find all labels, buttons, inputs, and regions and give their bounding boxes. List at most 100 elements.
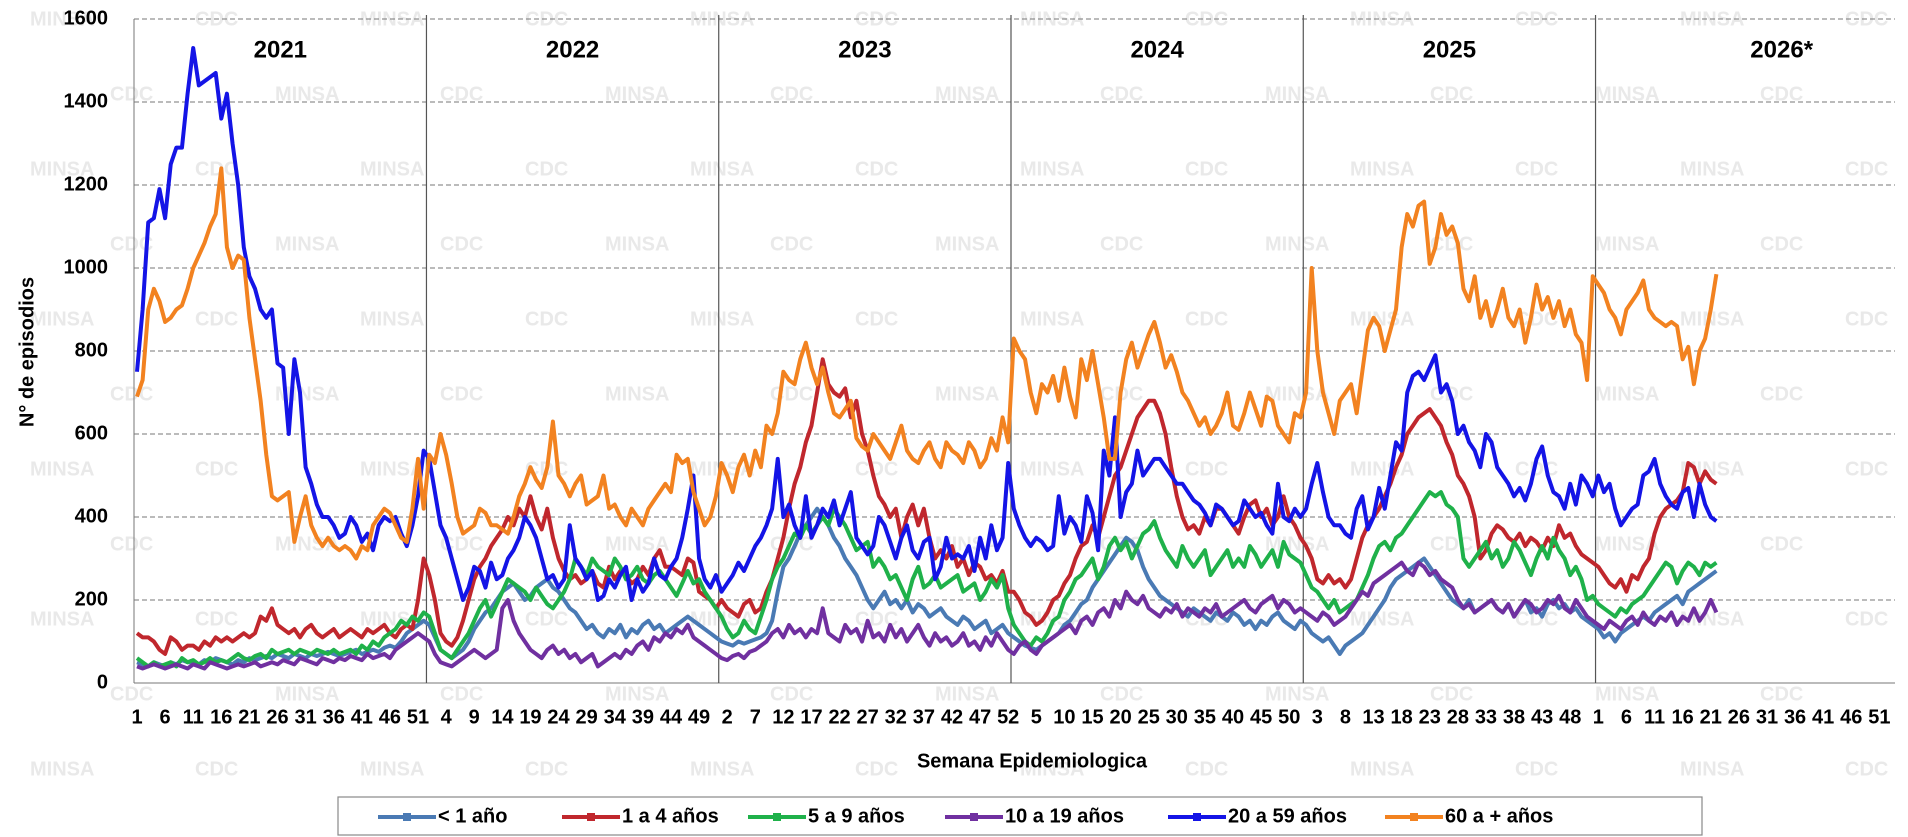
watermark: CDC — [855, 308, 898, 330]
series-line — [135, 166, 1719, 561]
watermark: CDC — [1100, 233, 1143, 255]
watermark: MINSA — [1020, 458, 1084, 480]
x-tick-label: 5 — [1031, 706, 1042, 728]
watermark: CDC — [1185, 308, 1228, 330]
period-label: 2024 — [1130, 36, 1184, 63]
x-tick-label: 25 — [1138, 706, 1160, 728]
x-tick-label: 44 — [660, 706, 683, 728]
watermark: MINSA — [1595, 683, 1659, 705]
x-tick-label: 13 — [1362, 706, 1384, 728]
period-label: 2021 — [254, 36, 307, 63]
x-tick-label: 40 — [1222, 706, 1244, 728]
watermark: CDC — [1185, 158, 1228, 180]
x-tick-label: 27 — [857, 706, 879, 728]
watermark: CDC — [195, 758, 238, 780]
period-label: 2025 — [1423, 36, 1476, 63]
x-tick-label: 17 — [800, 706, 822, 728]
watermark: CDC — [110, 383, 153, 405]
watermark: MINSA — [1350, 308, 1414, 330]
x-tick-label: 21 — [1700, 706, 1722, 728]
watermark: CDC — [770, 83, 813, 105]
watermark: MINSA — [605, 683, 669, 705]
x-tick-label: 1 — [131, 706, 142, 728]
watermark: CDC — [110, 83, 153, 105]
y-tick-label: 0 — [97, 671, 108, 693]
watermark: CDC — [195, 158, 238, 180]
watermark: CDC — [1515, 608, 1558, 630]
y-tick-label: 400 — [75, 505, 108, 527]
watermark: MINSA — [1595, 83, 1659, 105]
watermark: CDC — [110, 533, 153, 555]
x-tick-label: 30 — [1166, 706, 1188, 728]
x-tick-label: 28 — [1447, 706, 1469, 728]
watermark: MINSA — [935, 83, 999, 105]
x-tick-label: 42 — [941, 706, 963, 728]
x-tick-label: 47 — [969, 706, 991, 728]
watermark: CDC — [1100, 83, 1143, 105]
watermark: CDC — [195, 608, 238, 630]
x-tick-label: 41 — [1812, 706, 1834, 728]
x-tick-label: 2 — [722, 706, 733, 728]
watermark: CDC — [195, 308, 238, 330]
x-tick-label: 8 — [1340, 706, 1351, 728]
x-tick-label: 22 — [828, 706, 850, 728]
legend-label: 20 a 59 años — [1228, 805, 1347, 827]
x-tick-label: 38 — [1503, 706, 1525, 728]
x-tick-label: 43 — [1531, 706, 1553, 728]
series-line — [135, 357, 1718, 656]
watermark: MINSA — [30, 8, 94, 30]
watermark: CDC — [1760, 533, 1803, 555]
watermark: CDC — [1845, 308, 1888, 330]
watermark: MINSA — [935, 383, 999, 405]
watermark: MINSA — [605, 233, 669, 255]
watermark: CDC — [855, 158, 898, 180]
watermark: MINSA — [1265, 383, 1329, 405]
watermark: CDC — [525, 608, 568, 630]
y-tick-label: 800 — [75, 339, 108, 361]
x-tick-label: 1 — [1593, 706, 1604, 728]
x-tick-label: 6 — [1621, 706, 1632, 728]
x-tick-label: 51 — [1868, 706, 1890, 728]
watermark: CDC — [1430, 233, 1473, 255]
watermark: MINSA — [360, 308, 424, 330]
x-tick-label: 31 — [1756, 706, 1778, 728]
x-tick-label: 37 — [913, 706, 935, 728]
legend-marker — [773, 813, 781, 821]
watermark: MINSA — [605, 383, 669, 405]
watermark: CDC — [110, 233, 153, 255]
legend-marker — [970, 813, 978, 821]
watermark: MINSA — [1595, 533, 1659, 555]
legend-marker — [1410, 813, 1418, 821]
watermark: CDC — [1845, 608, 1888, 630]
watermark: CDC — [1760, 83, 1803, 105]
y-tick-label: 1600 — [64, 7, 109, 29]
watermark: MINSA — [275, 83, 339, 105]
watermark: CDC — [1760, 683, 1803, 705]
y-tick-label: 600 — [75, 422, 108, 444]
watermark: MINSA — [1595, 233, 1659, 255]
x-tick-label: 20 — [1109, 706, 1131, 728]
watermark: CDC — [525, 758, 568, 780]
watermark: MINSA — [1350, 758, 1414, 780]
watermark: MINSA — [1680, 458, 1744, 480]
period-label: 2023 — [838, 36, 891, 63]
series-line — [136, 560, 1719, 671]
legend-label: < 1 año — [438, 805, 507, 827]
x-tick-label: 39 — [632, 706, 654, 728]
legend-marker — [1193, 813, 1201, 821]
watermark: CDC — [1515, 158, 1558, 180]
watermark: MINSA — [1680, 758, 1744, 780]
x-tick-label: 35 — [1194, 706, 1216, 728]
watermark: CDC — [770, 683, 813, 705]
watermark: MINSA — [605, 533, 669, 555]
watermark: CDC — [525, 308, 568, 330]
watermark: MINSA — [275, 683, 339, 705]
x-tick-label: 16 — [1672, 706, 1694, 728]
lines — [135, 46, 1719, 671]
watermark: CDC — [440, 683, 483, 705]
x-tick-label: 34 — [604, 706, 627, 728]
y-tick-label: 1400 — [64, 90, 109, 112]
x-tick-label: 11 — [1644, 706, 1665, 728]
series-line — [135, 490, 1718, 669]
